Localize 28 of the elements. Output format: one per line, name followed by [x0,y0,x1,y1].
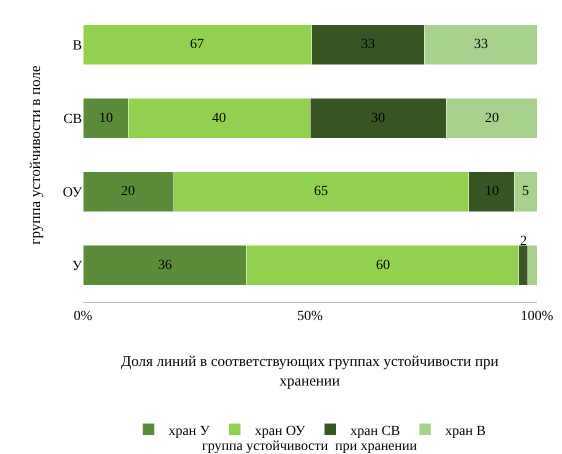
data-label: 40 [212,111,226,126]
y-axis-title: группа устойчивости в поле [28,65,44,245]
legend-title: группа устойчивости при хранении [202,439,418,454]
data-label: 20 [485,111,499,126]
data-label: 60 [376,258,390,273]
y-tick-label: У [72,259,82,274]
y-tick-label: В [72,38,82,54]
data-label: 30 [371,111,385,126]
data-label: 5 [522,184,529,199]
data-label: 10 [99,111,113,126]
data-label: 2 [520,234,527,249]
y-tick-label: СВ [63,112,82,128]
legend-label: хран СВ [350,424,400,439]
annotation: 67 [190,37,204,52]
x-tick-label: 0% [74,308,93,324]
legend-label: хран ОУ [254,424,306,439]
legend-label: хран В [445,424,486,439]
x-tick-label: 50% [297,308,324,324]
annotation: 33 [361,37,375,52]
data-label: 20 [121,184,135,199]
y-tick-label: ОУ [62,186,82,201]
x-axis-title: Доля линий в соответствующих группах устойчивости при хранении [121,354,498,390]
data-label: 65 [314,184,328,199]
x-tick-label: 100% [520,308,554,324]
data-label: 10 [485,184,499,199]
legend-label: хран У [168,424,210,439]
data-label: 36 [158,258,172,273]
annotation: 33 [474,37,488,52]
